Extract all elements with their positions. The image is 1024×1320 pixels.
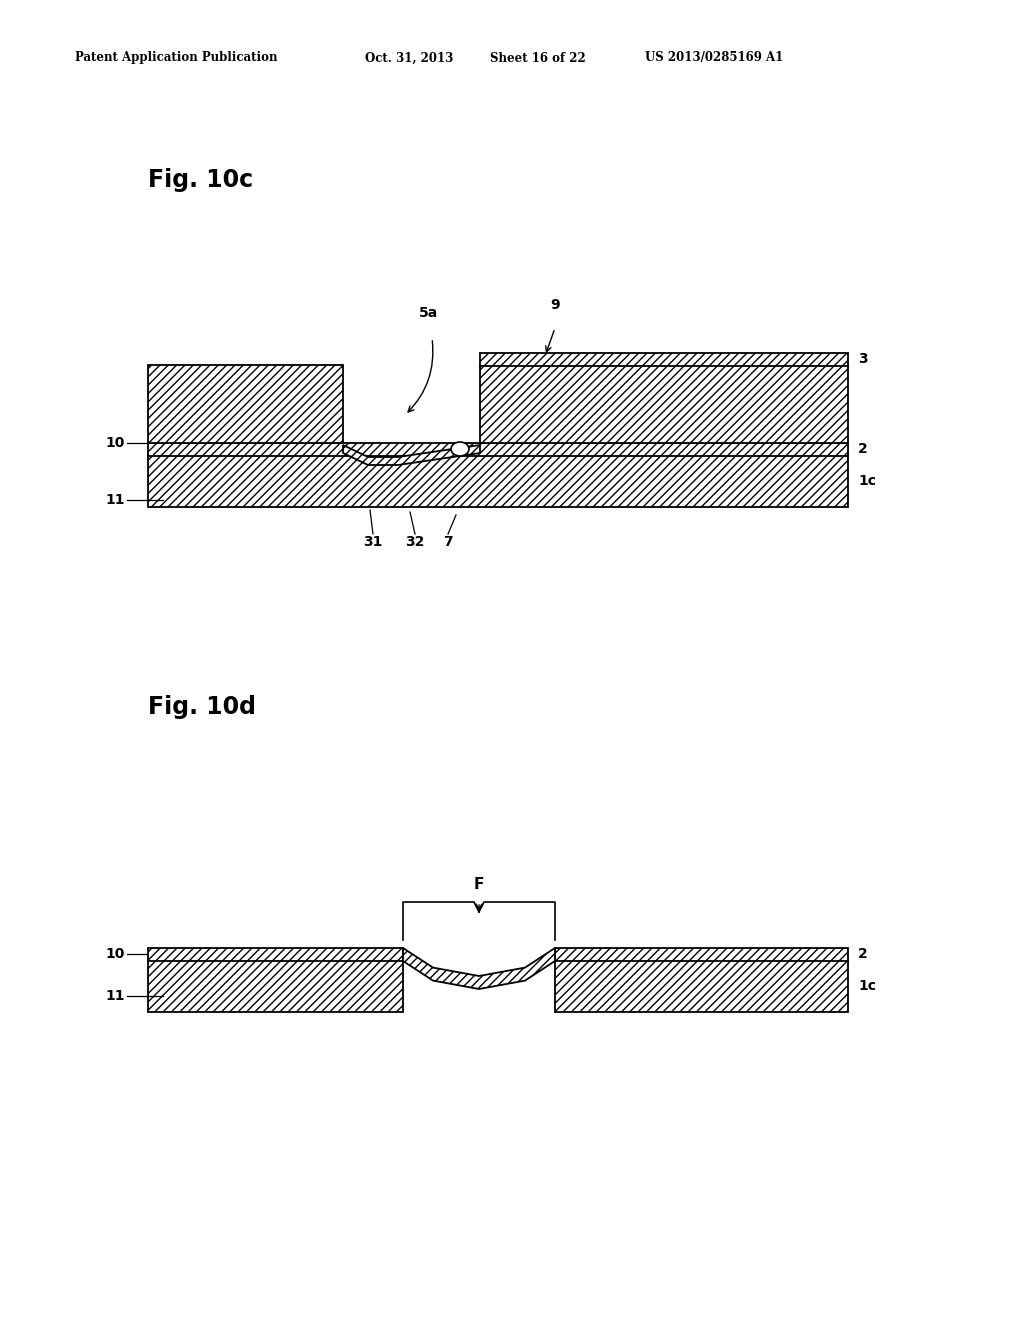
Bar	[480, 366, 848, 444]
Polygon shape	[403, 948, 555, 989]
Bar	[148, 960, 403, 1012]
Text: Sheet 16 of 22: Sheet 16 of 22	[490, 51, 586, 65]
Text: 9: 9	[550, 298, 560, 312]
Text: Fig. 10d: Fig. 10d	[148, 696, 256, 719]
Ellipse shape	[451, 442, 469, 455]
Bar	[148, 948, 403, 961]
Bar	[148, 455, 848, 507]
Text: 10: 10	[105, 436, 125, 450]
Bar	[480, 352, 848, 366]
Text: 2: 2	[858, 946, 867, 961]
Text: 3: 3	[858, 352, 867, 366]
Text: F: F	[474, 876, 484, 892]
Text: 1c: 1c	[858, 979, 876, 993]
Text: Fig. 10c: Fig. 10c	[148, 168, 253, 191]
Text: 32: 32	[406, 535, 425, 549]
Text: 2: 2	[858, 442, 867, 455]
Text: 11: 11	[105, 989, 125, 1003]
Text: 10: 10	[105, 946, 125, 961]
Text: 31: 31	[364, 535, 383, 549]
Text: Patent Application Publication: Patent Application Publication	[75, 51, 278, 65]
Bar	[555, 948, 848, 961]
Polygon shape	[343, 445, 480, 465]
Text: 7: 7	[443, 535, 453, 549]
Text: 11: 11	[105, 492, 125, 507]
Bar	[148, 444, 848, 455]
Text: US 2013/0285169 A1: US 2013/0285169 A1	[645, 51, 783, 65]
Bar	[148, 366, 343, 444]
Text: 5a: 5a	[419, 306, 437, 319]
Text: 1c: 1c	[858, 474, 876, 488]
Text: Oct. 31, 2013: Oct. 31, 2013	[365, 51, 454, 65]
Bar	[555, 960, 848, 1012]
